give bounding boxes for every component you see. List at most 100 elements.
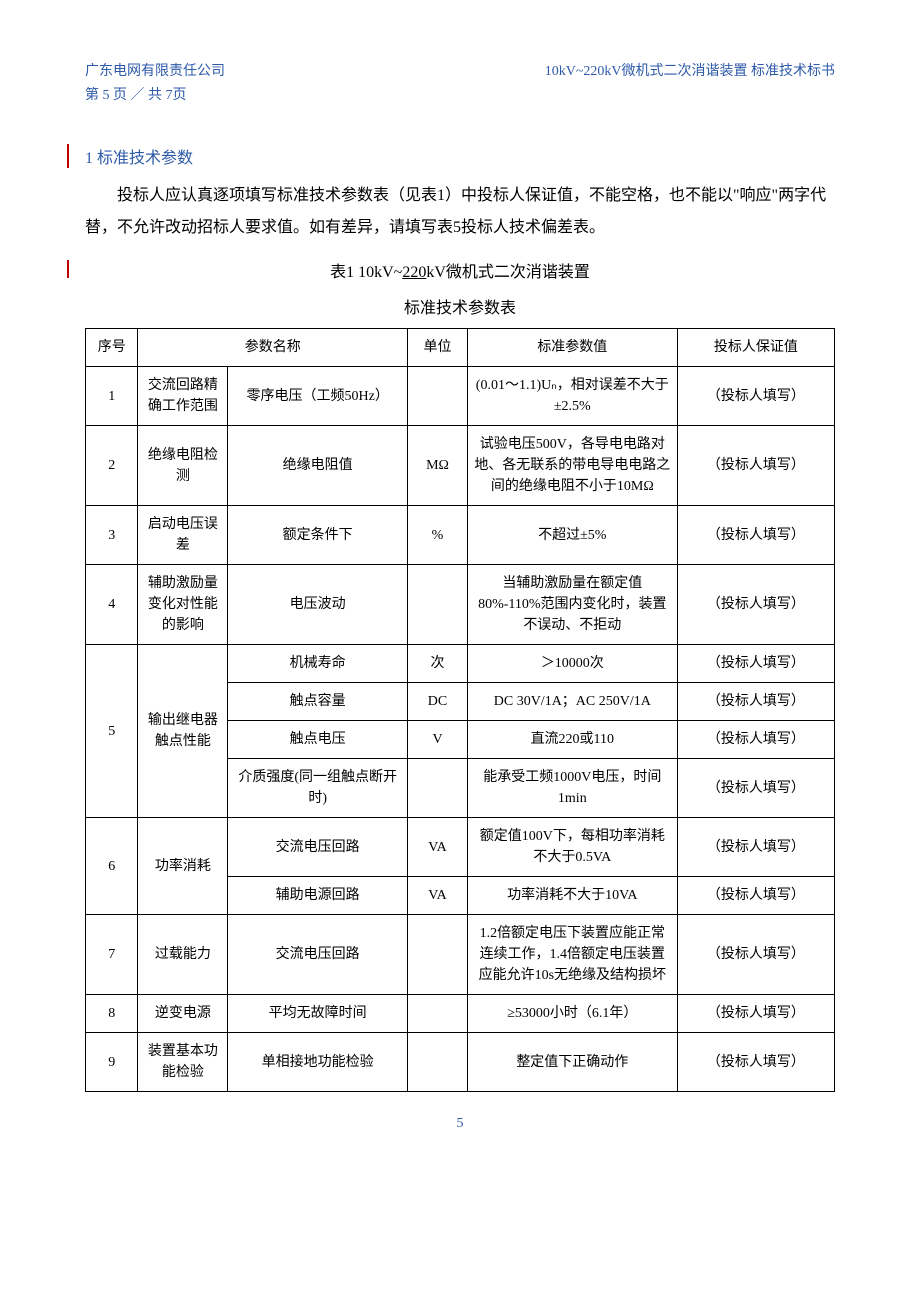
cell-std-value: 额定值100V下，每相功率消耗不大于0.5VA (467, 818, 677, 877)
cell-param-name: 平均无故障时间 (228, 995, 408, 1033)
table-row: 9装置基本功能检验单相接地功能检验整定值下正确动作（投标人填写） (86, 1033, 835, 1092)
revision-mark-icon (67, 144, 69, 168)
cell-category: 过载能力 (138, 915, 228, 995)
col-header-std: 标准参数值 (467, 329, 677, 367)
cell-std-value: 试验电压500V，各导电电路对地、各无联系的带电导电电路之间的绝缘电阻不小于10… (467, 426, 677, 506)
cell-std-value: 当辅助激励量在额定值80%-110%范围内变化时，装置不误动、不拒动 (467, 565, 677, 645)
col-header-param-name: 参数名称 (138, 329, 408, 367)
cell-category: 装置基本功能检验 (138, 1033, 228, 1092)
table-title-underlined: 220 (402, 264, 426, 281)
cell-std-value: ＞10000次 (467, 645, 677, 683)
cell-unit: VA (408, 818, 468, 877)
cell-std-value: (0.01～1.1)Uₙ，相对误差不大于±2.5% (467, 367, 677, 426)
cell-unit: VA (408, 877, 468, 915)
cell-seq: 6 (86, 818, 138, 915)
table-row: 2绝缘电阻检测绝缘电阻值MΩ试验电压500V，各导电电路对地、各无联系的带电导电… (86, 426, 835, 506)
col-header-seq: 序号 (86, 329, 138, 367)
table-title: 表1 10kV~220kV微机式二次消谐装置 (85, 258, 835, 282)
cell-bidder-value: （投标人填写） (677, 645, 834, 683)
cell-unit: 次 (408, 645, 468, 683)
cell-std-value: ≥53000小时（6.1年） (467, 995, 677, 1033)
cell-bidder-value: （投标人填写） (677, 877, 834, 915)
cell-seq: 3 (86, 506, 138, 565)
table-title-suffix: kV微机式二次消谐装置 (426, 264, 590, 281)
cell-category: 输出继电器触点性能 (138, 645, 228, 818)
cell-unit: MΩ (408, 426, 468, 506)
table-row: 8逆变电源平均无故障时间 ≥53000小时（6.1年）（投标人填写） (86, 995, 835, 1033)
cell-param-name: 单相接地功能检验 (228, 1033, 408, 1092)
cell-seq: 1 (86, 367, 138, 426)
cell-unit: V (408, 721, 468, 759)
header-company: 广东电网有限责任公司 (85, 60, 225, 80)
cell-category: 辅助激励量变化对性能的影响 (138, 565, 228, 645)
cell-unit (408, 367, 468, 426)
cell-bidder-value: （投标人填写） (677, 759, 834, 818)
cell-std-value: 整定值下正确动作 (467, 1033, 677, 1092)
cell-bidder-value: （投标人填写） (677, 367, 834, 426)
revision-mark-icon (67, 260, 69, 278)
spec-table: 序号 参数名称 单位 标准参数值 投标人保证值 1交流回路精确工作范围零序电压（… (85, 328, 835, 1092)
cell-unit (408, 759, 468, 818)
cell-category: 启动电压误差 (138, 506, 228, 565)
cell-std-value: 直流220或110 (467, 721, 677, 759)
intro-paragraph: 投标人应认真逐项填写标准技术参数表（见表1）中投标人保证值，不能空格，也不能以"… (85, 180, 835, 244)
cell-param-name: 电压波动 (228, 565, 408, 645)
cell-std-value: DC 30V/1A；AC 250V/1A (467, 683, 677, 721)
cell-unit: DC (408, 683, 468, 721)
cell-param-name: 辅助电源回路 (228, 877, 408, 915)
cell-unit (408, 915, 468, 995)
cell-bidder-value: （投标人填写） (677, 818, 834, 877)
cell-param-name: 触点电压 (228, 721, 408, 759)
header-doc-title: 10kV~220kV微机式二次消谐装置 标准技术标书 (545, 60, 835, 80)
cell-category: 逆变电源 (138, 995, 228, 1033)
cell-bidder-value: （投标人填写） (677, 995, 834, 1033)
cell-category: 绝缘电阻检测 (138, 426, 228, 506)
cell-param-name: 交流电压回路 (228, 915, 408, 995)
cell-unit (408, 565, 468, 645)
cell-unit (408, 1033, 468, 1092)
cell-seq: 5 (86, 645, 138, 818)
cell-param-name: 额定条件下 (228, 506, 408, 565)
table-row: 4辅助激励量变化对性能的影响电压波动当辅助激励量在额定值80%-110%范围内变… (86, 565, 835, 645)
cell-bidder-value: （投标人填写） (677, 721, 834, 759)
cell-bidder-value: （投标人填写） (677, 426, 834, 506)
cell-param-name: 交流电压回路 (228, 818, 408, 877)
cell-bidder-value: （投标人填写） (677, 565, 834, 645)
cell-seq: 9 (86, 1033, 138, 1092)
cell-unit: % (408, 506, 468, 565)
cell-param-name: 机械寿命 (228, 645, 408, 683)
table-row: 7过载能力交流电压回路 1.2倍额定电压下装置应能正常连续工作，1.4倍额定电压装… (86, 915, 835, 995)
page-number: 5 (85, 1116, 835, 1132)
cell-seq: 2 (86, 426, 138, 506)
table-title-prefix: 表1 10kV~ (330, 264, 402, 281)
cell-std-value: 能承受工频1000V电压，时间1min (467, 759, 677, 818)
cell-std-value: 功率消耗不大于10VA (467, 877, 677, 915)
cell-bidder-value: （投标人填写） (677, 683, 834, 721)
table-header-row: 序号 参数名称 单位 标准参数值 投标人保证值 (86, 329, 835, 367)
table-row: 3启动电压误差额定条件下%不超过±5%（投标人填写） (86, 506, 835, 565)
cell-bidder-value: （投标人填写） (677, 1033, 834, 1092)
cell-seq: 4 (86, 565, 138, 645)
cell-unit (408, 995, 468, 1033)
table-subtitle: 标准技术参数表 (85, 294, 835, 318)
page-header: 广东电网有限责任公司 10kV~220kV微机式二次消谐装置 标准技术标书 (85, 60, 835, 80)
header-page-info: 第 5 页 ／ 共 7页 (85, 84, 835, 104)
cell-std-value: 1.2倍额定电压下装置应能正常连续工作，1.4倍额定电压装置应能允许10s无绝缘… (467, 915, 677, 995)
cell-category: 功率消耗 (138, 818, 228, 915)
table-row: 6功率消耗交流电压回路VA额定值100V下，每相功率消耗不大于0.5VA（投标人… (86, 818, 835, 877)
cell-category: 交流回路精确工作范围 (138, 367, 228, 426)
col-header-unit: 单位 (408, 329, 468, 367)
cell-param-name: 介质强度(同一组触点断开时) (228, 759, 408, 818)
col-header-bid: 投标人保证值 (677, 329, 834, 367)
section-heading: 1 标准技术参数 (85, 144, 835, 168)
cell-param-name: 零序电压（工频50Hz） (228, 367, 408, 426)
cell-std-value: 不超过±5% (467, 506, 677, 565)
cell-seq: 8 (86, 995, 138, 1033)
table-row: 5输出继电器触点性能机械寿命次＞10000次（投标人填写） (86, 645, 835, 683)
cell-bidder-value: （投标人填写） (677, 506, 834, 565)
table-row: 1交流回路精确工作范围零序电压（工频50Hz） (0.01～1.1)Uₙ，相对误差… (86, 367, 835, 426)
cell-bidder-value: （投标人填写） (677, 915, 834, 995)
cell-param-name: 绝缘电阻值 (228, 426, 408, 506)
cell-seq: 7 (86, 915, 138, 995)
cell-param-name: 触点容量 (228, 683, 408, 721)
